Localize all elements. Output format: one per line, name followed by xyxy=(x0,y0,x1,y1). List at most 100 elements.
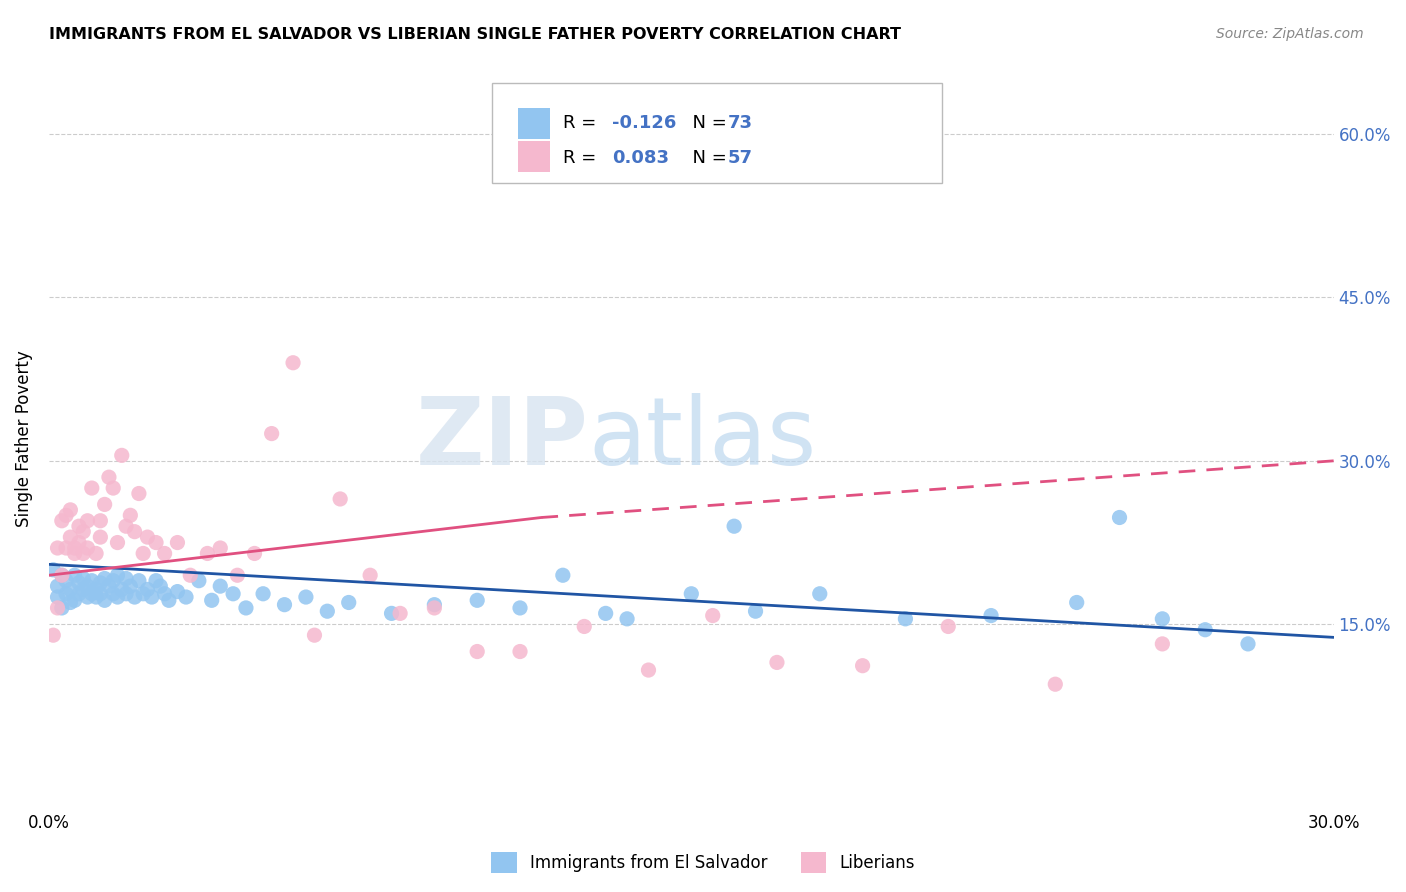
FancyBboxPatch shape xyxy=(492,83,942,184)
Point xyxy=(51,568,73,582)
Point xyxy=(42,563,65,577)
Point xyxy=(84,582,107,597)
Point xyxy=(637,663,659,677)
Point xyxy=(59,582,82,597)
Point xyxy=(46,541,69,555)
Text: N =: N = xyxy=(681,149,733,167)
Point xyxy=(97,579,120,593)
Point xyxy=(55,508,77,523)
Point xyxy=(337,595,360,609)
Point xyxy=(59,595,82,609)
Point xyxy=(55,587,77,601)
Point xyxy=(111,449,134,463)
Point xyxy=(63,568,86,582)
Point xyxy=(51,514,73,528)
Point xyxy=(243,546,266,560)
Point xyxy=(209,579,232,593)
Point xyxy=(1152,612,1174,626)
Point xyxy=(80,574,103,588)
Point xyxy=(46,590,69,604)
Point xyxy=(59,503,82,517)
Text: -0.126: -0.126 xyxy=(612,114,676,132)
Text: Source: ZipAtlas.com: Source: ZipAtlas.com xyxy=(1216,27,1364,41)
Point xyxy=(260,426,283,441)
Point xyxy=(111,582,134,597)
Point xyxy=(72,572,94,586)
Point xyxy=(166,535,188,549)
Point xyxy=(616,612,638,626)
Point xyxy=(423,601,446,615)
Point xyxy=(766,656,789,670)
Point xyxy=(72,524,94,539)
Point xyxy=(115,587,138,601)
Point xyxy=(93,497,115,511)
Point xyxy=(55,574,77,588)
Point xyxy=(93,572,115,586)
Text: IMMIGRANTS FROM EL SALVADOR VS LIBERIAN SINGLE FATHER POVERTY CORRELATION CHART: IMMIGRANTS FROM EL SALVADOR VS LIBERIAN … xyxy=(49,27,901,42)
Text: N =: N = xyxy=(681,114,733,132)
Point xyxy=(89,514,111,528)
Point xyxy=(329,491,352,506)
Point xyxy=(149,579,172,593)
Point xyxy=(124,524,146,539)
Point xyxy=(76,590,98,604)
Point xyxy=(551,568,574,582)
Point xyxy=(145,535,167,549)
Point xyxy=(103,574,125,588)
Point xyxy=(252,587,274,601)
Point xyxy=(115,519,138,533)
FancyBboxPatch shape xyxy=(517,108,550,139)
Point xyxy=(209,541,232,555)
Point xyxy=(197,546,219,560)
Point xyxy=(201,593,224,607)
Text: R =: R = xyxy=(562,149,602,167)
Point xyxy=(936,619,959,633)
Point xyxy=(107,568,129,582)
Point xyxy=(187,574,209,588)
Point xyxy=(295,590,318,604)
Point xyxy=(80,481,103,495)
Point xyxy=(222,587,245,601)
Point xyxy=(76,514,98,528)
Point xyxy=(84,590,107,604)
Point xyxy=(76,579,98,593)
Point xyxy=(153,587,176,601)
Point xyxy=(67,575,90,590)
Point xyxy=(359,568,381,582)
Point xyxy=(115,572,138,586)
Point xyxy=(702,608,724,623)
Point xyxy=(744,604,766,618)
Point xyxy=(132,587,155,601)
Point xyxy=(67,535,90,549)
Text: ZIP: ZIP xyxy=(416,393,589,485)
Point xyxy=(235,601,257,615)
Point xyxy=(128,574,150,588)
Point xyxy=(174,590,197,604)
Point xyxy=(72,546,94,560)
Point xyxy=(595,607,617,621)
Point xyxy=(124,590,146,604)
Point xyxy=(63,546,86,560)
Text: 57: 57 xyxy=(727,149,752,167)
Legend: Immigrants from El Salvador, Liberians: Immigrants from El Salvador, Liberians xyxy=(485,846,921,880)
Point xyxy=(1066,595,1088,609)
Point xyxy=(55,541,77,555)
Point xyxy=(465,644,488,658)
Point xyxy=(97,470,120,484)
Y-axis label: Single Father Poverty: Single Father Poverty xyxy=(15,351,32,527)
Point xyxy=(59,530,82,544)
Point xyxy=(509,601,531,615)
Text: atlas: atlas xyxy=(589,393,817,485)
Point xyxy=(980,608,1002,623)
Point xyxy=(89,575,111,590)
Point xyxy=(51,568,73,582)
Point xyxy=(304,628,326,642)
Text: R =: R = xyxy=(562,114,602,132)
Point xyxy=(136,582,159,597)
Point xyxy=(103,481,125,495)
Point xyxy=(179,568,201,582)
Point xyxy=(1108,510,1130,524)
Point xyxy=(72,582,94,597)
FancyBboxPatch shape xyxy=(517,141,550,172)
Point xyxy=(316,604,339,618)
